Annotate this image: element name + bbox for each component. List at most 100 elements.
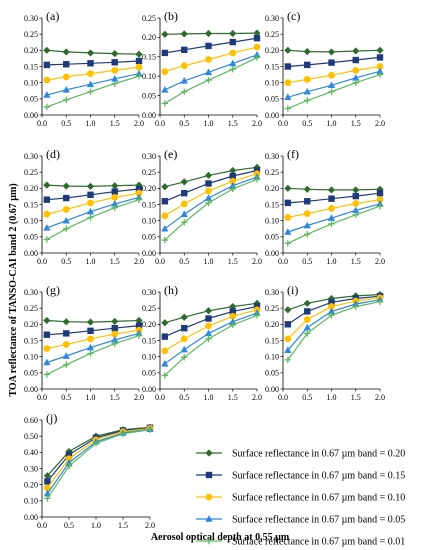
data-point: [303, 323, 311, 331]
y-tick-label: 0.20: [24, 320, 38, 329]
y-tick-label: 0.20: [142, 184, 156, 193]
x-tick-label: 1.5: [118, 521, 128, 530]
series-3: [161, 170, 261, 220]
data-point: [328, 220, 335, 228]
y-tick-label: 0.05: [265, 95, 279, 104]
data-point: [229, 166, 237, 175]
legend-label: Surface reflectance in 0.67 µm band = 0.…: [232, 515, 405, 526]
y-tick-label: 0.05: [265, 369, 279, 378]
series-line: [46, 199, 140, 240]
panel-label: (j): [46, 411, 57, 425]
x-tick-label: 2.0: [134, 257, 144, 266]
x-tick-label: 1.0: [86, 393, 96, 402]
data-point: [135, 63, 143, 71]
data-point: [161, 347, 169, 355]
x-tick-label: 2.0: [134, 119, 144, 128]
y-tick-label: 0.15: [142, 200, 156, 209]
x-tick-label: 0.5: [302, 119, 312, 128]
data-point: [111, 49, 119, 58]
data-point: [229, 66, 236, 73]
y-tick-label: 0.00: [265, 249, 279, 258]
data-point: [327, 186, 336, 194]
data-point: [111, 340, 118, 347]
data-point: [376, 71, 384, 78]
y-tick-label: 0.30: [142, 288, 156, 297]
series-2: [284, 54, 384, 70]
y-tick-label: 0.30: [142, 152, 156, 161]
data-point: [253, 34, 261, 42]
series-1: [43, 46, 143, 58]
data-point: [376, 54, 384, 61]
x-tick-label: 0.0: [37, 393, 47, 402]
data-point: [284, 335, 292, 343]
data-point: [135, 189, 143, 197]
data-point: [161, 372, 169, 379]
data-point: [87, 214, 94, 221]
data-point: [62, 85, 70, 93]
x-tick-label: 0.0: [37, 119, 47, 128]
data-point: [161, 359, 169, 367]
y-tick-label: 0.25: [265, 30, 279, 39]
data-point: [304, 97, 311, 104]
data-point: [181, 219, 188, 226]
data-point: [304, 231, 311, 238]
data-point: [111, 336, 119, 343]
data-point: [111, 193, 119, 201]
data-point: [43, 196, 51, 203]
x-tick-label: 2.0: [375, 393, 385, 402]
data-point: [204, 307, 213, 315]
panel-label: (d): [46, 147, 60, 161]
data-point: [352, 74, 360, 81]
y-tick-label: 0.20: [265, 46, 279, 55]
data-point: [111, 325, 118, 332]
data-point: [65, 455, 73, 463]
y-tick-label: 0.10: [142, 352, 156, 361]
data-point: [63, 194, 70, 202]
series-1: [43, 181, 143, 190]
x-tick-label: 0.0: [155, 119, 165, 128]
data-point: [62, 205, 70, 213]
data-point: [303, 299, 311, 307]
panel-e: 0.00 0.05 0.10 0.15 0.20 0.25 0.30 0.0 0.5 1.0 1.5…: [142, 147, 262, 266]
data-point: [229, 317, 237, 325]
legend-item: Surface reflectance in 0.67 µm band = 0.…: [196, 493, 405, 504]
data-point: [135, 196, 143, 203]
data-point: [376, 46, 384, 54]
y-tick-label: 0.20: [142, 320, 156, 329]
x-tick-label: 1.0: [91, 521, 101, 530]
data-point: [376, 196, 384, 204]
y-tick-label: 0.25: [24, 168, 38, 177]
data-point: [328, 71, 335, 79]
data-point: [181, 325, 188, 332]
data-point: [328, 88, 335, 95]
series-5: [43, 332, 143, 378]
data-point: [352, 186, 360, 194]
series-4: [161, 309, 261, 367]
data-point: [328, 303, 335, 310]
data-point: [284, 346, 292, 353]
x-tick-label: 0.5: [61, 393, 71, 402]
legend-item: Surface reflectance in 0.67 µm band = 0.…: [196, 471, 405, 482]
y-tick-label: 0.40: [24, 448, 38, 457]
x-tick-label: 0.5: [179, 119, 189, 128]
data-point: [180, 62, 188, 70]
x-tick-label: 2.0: [375, 257, 385, 266]
data-point: [205, 199, 212, 207]
data-point: [135, 322, 143, 329]
y-tick-label: 0.00: [142, 111, 156, 120]
legend-item: Surface reflectance in 0.67 µm band = 0.…: [196, 449, 405, 460]
y-tick-label: 0.20: [265, 184, 279, 193]
data-point: [376, 202, 384, 210]
x-tick-label: 0.5: [61, 119, 71, 128]
x-tick-label: 1.0: [204, 393, 214, 402]
x-tick-label: 0.0: [37, 257, 47, 266]
series-5: [284, 71, 384, 112]
y-tick-label: 0.05: [142, 91, 156, 100]
y-tick-label: 0.15: [142, 53, 156, 62]
x-tick-label: 1.5: [228, 119, 238, 128]
panel-j: 0.00 0.10 0.20 0.30 0.40 0.50 0.60 0.0 0.5 1.0 1.5…: [24, 411, 155, 530]
y-tick-label: 0.20: [142, 33, 156, 42]
data-point: [161, 236, 169, 244]
panel-label: (e): [164, 147, 177, 161]
data-point: [43, 181, 51, 189]
